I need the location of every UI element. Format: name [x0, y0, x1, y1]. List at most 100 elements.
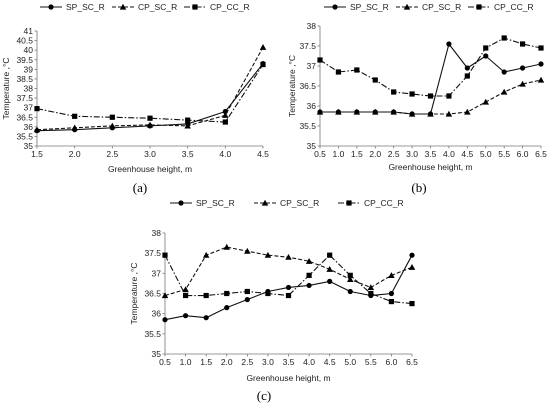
data-point-square — [354, 67, 360, 73]
x-tick-label: 3.5 — [425, 149, 437, 159]
legend: SP_SC_R CP_SC_R CP_CC_R — [170, 198, 404, 208]
x-tick-label: 4.5 — [461, 149, 473, 159]
data-point-square — [483, 45, 489, 51]
data-point-circle — [244, 296, 250, 303]
data-point-square — [34, 106, 40, 112]
data-point-triangle — [408, 264, 416, 270]
panel-label: (c) — [257, 388, 271, 403]
data-point-triangle — [408, 110, 416, 117]
data-point-square — [427, 93, 434, 99]
data-point-square — [372, 77, 378, 83]
data-point-circle — [483, 53, 489, 59]
series-CP_SC_R — [33, 44, 267, 133]
data-point-triangle — [146, 121, 154, 128]
data-point-square — [501, 35, 507, 41]
x-tick-label: 6.0 — [517, 149, 529, 159]
legend-label: CP_SC_R — [422, 2, 461, 12]
data-point-square — [162, 252, 168, 258]
data-point-square — [109, 114, 115, 120]
x-tick-label: 3.5 — [283, 357, 295, 367]
data-point-triangle — [372, 108, 379, 115]
data-point-triangle — [445, 110, 453, 117]
x-axis-title: Greenhouse height, m — [246, 373, 330, 383]
series-CP_CC_R — [317, 35, 544, 99]
legend-label: CP_SC_R — [280, 198, 319, 208]
x-axis-title: Greenhouse height, m — [108, 164, 192, 174]
y-tick-label: 37 — [24, 103, 34, 113]
series-CP_SC_R — [316, 76, 545, 117]
data-point-triangle — [71, 124, 78, 131]
data-point-square — [391, 89, 397, 95]
panel-label: (a) — [133, 180, 147, 195]
series-SP_SC_R — [162, 252, 415, 323]
data-point-triangle — [500, 88, 508, 95]
y-tick-label: 38.5 — [16, 74, 33, 84]
series-SP_SC_R — [317, 41, 544, 117]
legend-label: CP_CC_R — [210, 2, 250, 12]
y-tick-label: 36 — [24, 122, 34, 132]
series-line — [36, 64, 264, 123]
data-point-triangle — [259, 44, 267, 50]
y-tick-label: 35.5 — [16, 131, 33, 141]
data-point-square — [347, 272, 353, 278]
data-point-square — [147, 115, 153, 121]
legend-marker-circle — [48, 4, 54, 10]
data-point-triangle — [161, 292, 169, 299]
y-tick-label: 35.5 — [144, 329, 161, 339]
y-tick-label: 38 — [307, 21, 317, 31]
data-point-triangle — [264, 251, 272, 258]
data-point-circle — [182, 313, 189, 319]
x-tick-label: 1.5 — [31, 149, 43, 159]
data-point-triangle — [335, 108, 342, 115]
data-point-square — [464, 73, 470, 79]
legend: SP_SC_R CP_SC_R CP_CC_R — [324, 2, 534, 12]
legend-marker-triangle — [403, 3, 411, 10]
x-tick-label: 4.0 — [303, 357, 315, 367]
data-point-square — [203, 292, 209, 299]
data-point-triangle — [33, 126, 41, 133]
legend-label: SP_SC_R — [196, 198, 235, 208]
chart-panel-2: 35 35.5 36 36.5 37 37.5 38 0.5 1.0 1.5 2.0 2.5 3.0 3.… — [287, 2, 547, 195]
data-point-square — [244, 288, 250, 295]
legend-label: CP_CC_R — [494, 2, 534, 12]
y-tick-label: 39 — [24, 64, 34, 74]
panel-label: (b) — [411, 180, 426, 195]
data-point-square — [182, 292, 189, 299]
legend-marker-circle — [332, 4, 338, 10]
data-point-triangle — [388, 272, 395, 278]
x-tick-label: 1.0 — [180, 357, 192, 367]
x-tick-label: 0.5 — [314, 149, 326, 159]
legend-label: SP_SC_R — [350, 2, 389, 12]
data-point-square — [519, 41, 526, 47]
data-point-square — [327, 252, 333, 258]
x-tick-label: 3.0 — [262, 357, 274, 367]
y-tick-label: 40 — [24, 45, 34, 55]
data-point-circle — [538, 61, 544, 67]
x-tick-label: 5.5 — [498, 149, 510, 159]
data-point-circle — [285, 284, 292, 291]
y-tick-label: 35 — [307, 141, 317, 151]
x-tick-label: 1.0 — [333, 149, 345, 159]
x-tick-label: 6.5 — [406, 357, 418, 367]
data-point-square — [265, 290, 271, 297]
x-tick-label: 1.5 — [351, 149, 363, 159]
y-tick-label: 37.5 — [299, 41, 316, 51]
x-tick-label: 2.0 — [69, 149, 81, 159]
data-point-triangle — [244, 247, 251, 254]
data-point-square — [335, 69, 342, 75]
y-tick-label: 39.5 — [16, 55, 33, 65]
x-tick-label: 5.0 — [480, 149, 492, 159]
x-tick-label: 2.5 — [388, 149, 400, 159]
data-point-triangle — [537, 76, 545, 83]
y-axis-title: Temperature ,°C — [1, 58, 11, 120]
data-point-triangle — [222, 112, 229, 118]
data-point-square — [446, 93, 452, 99]
y-tick-label: 36.5 — [299, 81, 316, 91]
data-point-circle — [501, 69, 507, 75]
series-line — [319, 37, 542, 97]
x-tick-label: 3.0 — [406, 149, 418, 159]
data-point-triangle — [326, 266, 333, 272]
data-point-square — [285, 292, 292, 299]
data-point-circle — [519, 65, 526, 71]
